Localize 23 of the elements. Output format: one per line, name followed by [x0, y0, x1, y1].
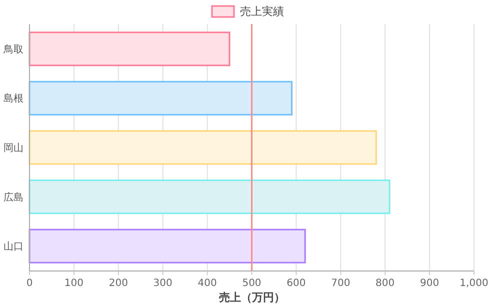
- x-tick-label: 800: [376, 278, 395, 289]
- bar: [28, 228, 306, 264]
- bar: [28, 80, 293, 116]
- y-tick-label: 山口: [4, 240, 24, 253]
- x-tick-label: 100: [64, 278, 84, 289]
- x-tick-label: 600: [286, 278, 306, 289]
- bar: [28, 180, 390, 214]
- y-tick-label: 島根: [4, 92, 24, 105]
- x-tick-label: 0: [26, 278, 33, 289]
- x-tick-label: 200: [108, 278, 128, 289]
- bar: [28, 130, 377, 165]
- x-axis-title: 売上（万円）: [218, 291, 285, 304]
- x-tick-label: 400: [198, 278, 217, 289]
- legend-label: 売上実績: [240, 5, 284, 18]
- y-tick-label: 岡山: [4, 142, 24, 154]
- x-tick-label: 300: [153, 278, 172, 289]
- x-tick-label: 1,000: [460, 278, 488, 289]
- y-tick-label: 鳥取: [2, 43, 24, 56]
- y-tick-label: 広島: [4, 191, 24, 204]
- x-tick-label: 700: [331, 278, 350, 289]
- x-tick-label: 500: [242, 278, 262, 289]
- bar: [28, 32, 230, 66]
- x-tick-label: 900: [420, 278, 440, 289]
